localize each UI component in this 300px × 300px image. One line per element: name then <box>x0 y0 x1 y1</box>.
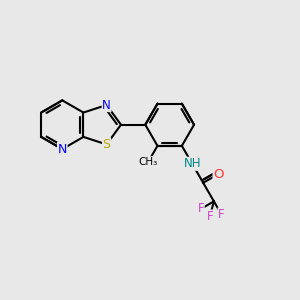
Text: S: S <box>103 138 111 151</box>
Text: CH₃: CH₃ <box>139 157 158 167</box>
Text: F: F <box>197 202 204 215</box>
Text: F: F <box>206 210 213 223</box>
Text: F: F <box>218 208 225 221</box>
Text: N: N <box>58 142 67 156</box>
Text: O: O <box>213 167 224 181</box>
Text: NH: NH <box>184 157 201 170</box>
Text: N: N <box>102 98 111 112</box>
